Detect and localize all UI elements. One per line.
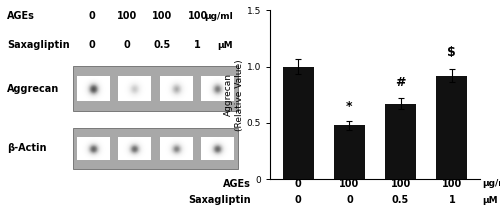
Text: #: # [396,76,406,89]
Bar [436,76,467,179]
Text: Saxagliptin: Saxagliptin [8,40,70,50]
Text: 100: 100 [188,12,208,21]
Text: 0: 0 [124,40,130,50]
Text: 100: 100 [152,12,172,21]
Text: μM: μM [218,41,233,50]
Text: Aggrecan: Aggrecan [8,84,60,94]
Text: 0: 0 [295,179,302,189]
Text: 0: 0 [88,12,96,21]
Text: 0: 0 [88,40,96,50]
Text: 100: 100 [340,179,359,189]
Text: 0.5: 0.5 [154,40,171,50]
Text: 1: 1 [194,40,201,50]
Text: AGEs: AGEs [222,179,250,189]
Bar [73,66,237,111]
Y-axis label: Aggrecan
(Relative Value): Aggrecan (Relative Value) [224,59,244,131]
Text: μg/ml: μg/ml [204,12,233,21]
Text: 100: 100 [117,12,138,21]
Bar [334,125,365,179]
Bar [73,128,237,169]
Text: AGEs: AGEs [8,12,35,21]
Text: *: * [346,100,352,113]
Text: 100: 100 [390,179,410,189]
Text: β-Actin: β-Actin [8,143,47,153]
Bar [385,104,416,179]
Text: 0: 0 [295,195,302,205]
Bar [283,67,314,179]
Text: μM: μM [482,196,498,205]
Text: $: $ [448,46,456,59]
Text: 1: 1 [448,195,455,205]
Text: 100: 100 [442,179,462,189]
Text: Saxagliptin: Saxagliptin [188,195,250,205]
Text: μg/ml: μg/ml [482,179,500,188]
Text: 0.5: 0.5 [392,195,409,205]
Text: 0: 0 [346,195,353,205]
